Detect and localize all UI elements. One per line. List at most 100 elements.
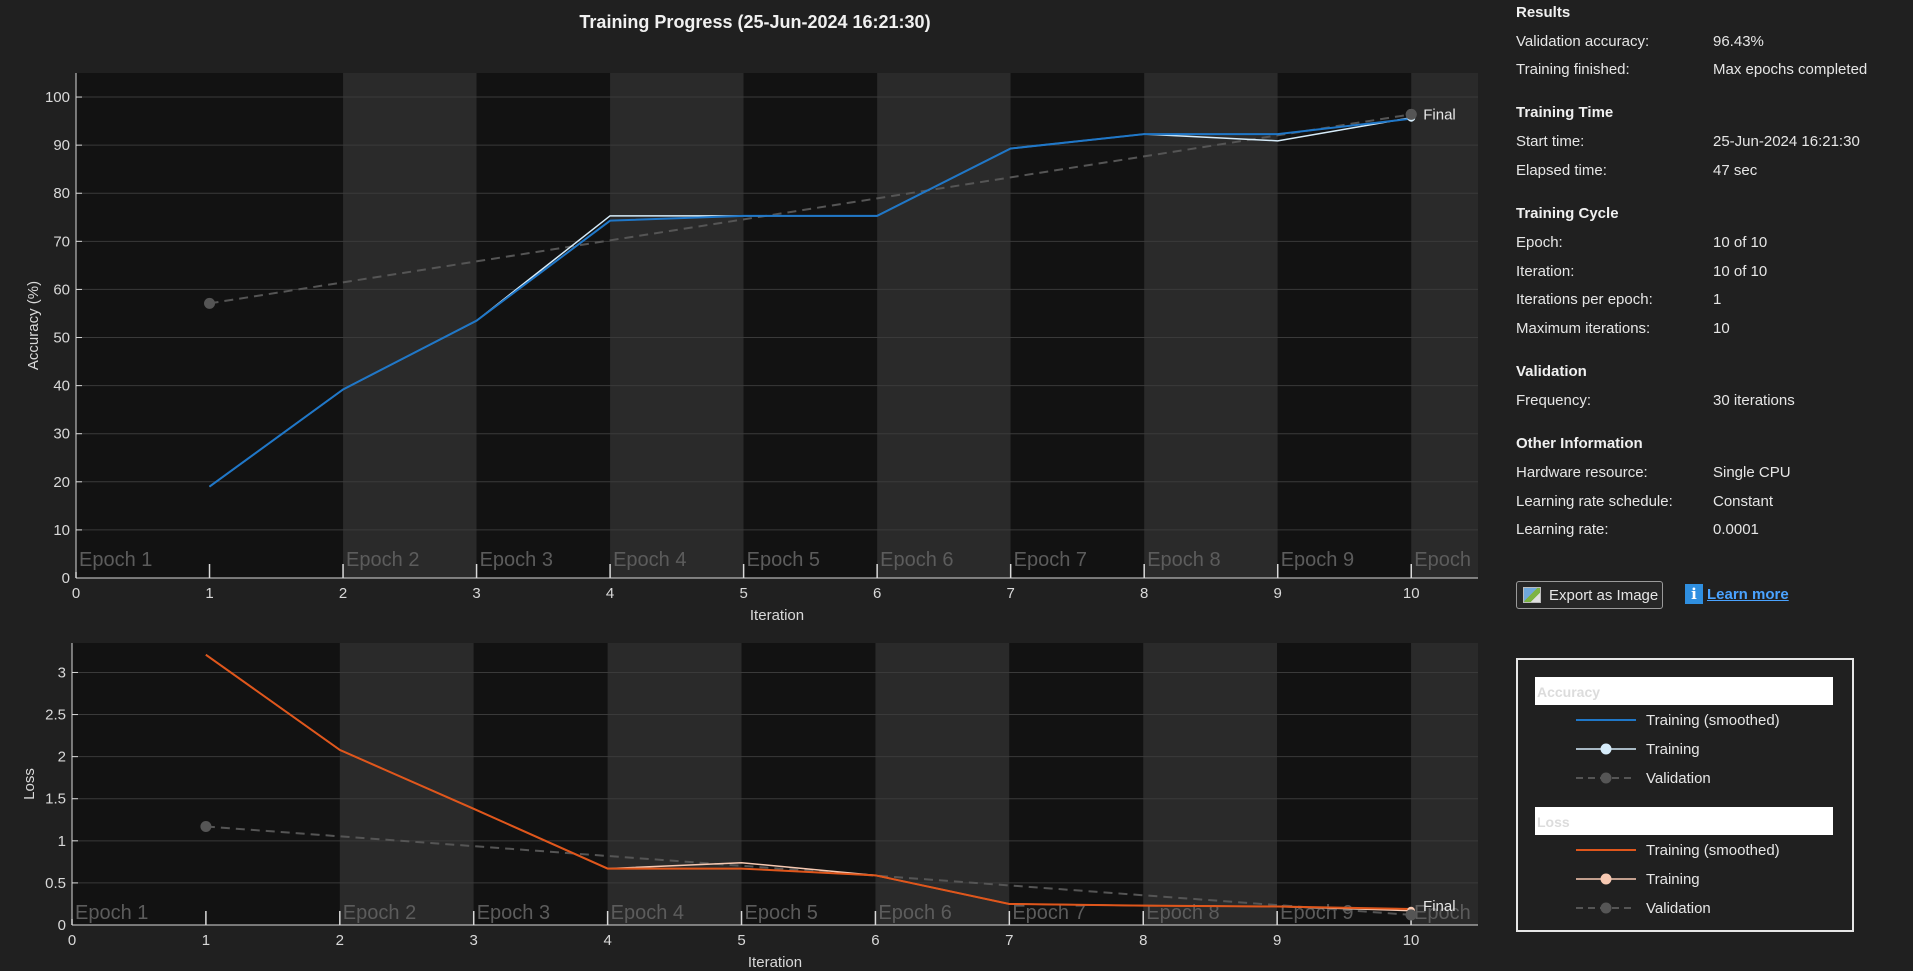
y-tick-label: 30 (53, 426, 70, 443)
legend-label: Training (smoothed) (1646, 711, 1780, 729)
learn-more-link[interactable]: i Learn more (1685, 584, 1789, 604)
x-tick-label: 3 (472, 585, 480, 602)
page-title: Training Progress (25-Jun-2024 16:21:30) (579, 12, 931, 32)
training-finished-label: Training finished: (1516, 61, 1630, 78)
legend-accuracy-training: Training (1574, 739, 1700, 759)
epoch-band (1143, 643, 1278, 925)
epoch-band (607, 643, 742, 925)
y-tick-label: 90 (53, 137, 70, 154)
epoch-label: Epoch 2 (343, 902, 416, 924)
y-axis-label: Loss (21, 768, 38, 800)
y-tick-label: 2.5 (45, 707, 66, 724)
epoch-label: Epoch: (1516, 234, 1563, 251)
x-tick-label: 3 (470, 932, 478, 949)
learning-rate-value: 0.0001 (1713, 521, 1759, 538)
iterations-per-epoch-value: 1 (1713, 291, 1722, 308)
x-tick-label: 0 (72, 585, 80, 602)
validation-title: Validation (1516, 363, 1587, 380)
epoch-band (741, 643, 876, 925)
x-tick-label: 6 (873, 585, 881, 602)
iteration-value: 10 of 10 (1713, 263, 1768, 280)
x-tick-label: 8 (1140, 585, 1148, 602)
start-time-value: 25-Jun-2024 16:21:30 (1713, 133, 1860, 150)
x-tick-label: 10 (1403, 585, 1420, 602)
x-tick-label: 4 (603, 932, 611, 949)
learning-rate-label: Learning rate: (1516, 521, 1609, 538)
loss-chart: 0 0.5 1 1.5 2 2.5 3 Epoch 1 Epoch 2 Epoch 3 Epoch … (21, 643, 1478, 971)
legend-line-acc-training (1576, 743, 1636, 755)
legend-label: Training (1646, 740, 1700, 758)
x-tick-label: 1 (205, 585, 213, 602)
start-time-label: Start time: (1516, 133, 1585, 150)
legend-line-acc-validation (1576, 772, 1636, 784)
epoch-band (743, 73, 878, 578)
maximum-iterations-label: Maximum iterations: (1516, 320, 1651, 337)
epoch-band (343, 73, 477, 578)
epoch-band (76, 73, 344, 578)
epoch-label: Epoch 3 (477, 902, 550, 924)
epoch-label: Epoch 2 (346, 549, 419, 571)
iteration-label: Iteration: (1516, 263, 1575, 280)
hardware-resource-value: Single CPU (1713, 464, 1791, 481)
x-tick-label: 9 (1274, 585, 1282, 602)
learn-more-label[interactable]: Learn more (1707, 585, 1789, 603)
validation-point (204, 297, 216, 309)
y-tick-label: 100 (45, 89, 70, 106)
epoch-label: Epoch 3 (480, 549, 553, 571)
x-tick-label: 6 (871, 932, 879, 949)
x-axis-label: Iteration (748, 954, 802, 971)
epoch-label: Epoch 1 (79, 549, 152, 571)
epoch-label: Epoch 7 (1012, 902, 1085, 924)
validation-accuracy-value: 96.43% (1713, 33, 1764, 50)
legend-label: Training (1646, 870, 1700, 888)
y-tick-label: 50 (53, 330, 70, 347)
info-panel: Results Validation accuracy: 96.43% Trai… (1516, 0, 1913, 971)
epoch-label: Epoch 6 (878, 902, 951, 924)
y-tick-label: 0 (62, 570, 70, 587)
epoch-label: Epoch 4 (613, 549, 686, 571)
epoch-band (339, 643, 474, 925)
frequency-label: Frequency: (1516, 392, 1592, 409)
legend-line-acc-smoothed (1576, 719, 1636, 721)
epoch-band (1144, 73, 1278, 578)
elapsed-time-value: 47 sec (1713, 162, 1758, 179)
y-tick-label: 70 (53, 233, 70, 250)
export-as-image-label: Export as Image (1549, 586, 1659, 604)
epoch-label: Epoch 1 (75, 902, 148, 924)
epoch-band (72, 643, 340, 925)
epoch-label: Epoch 8 (1146, 902, 1219, 924)
x-tick-label: 1 (202, 932, 210, 949)
maximum-iterations-value: 10 (1713, 320, 1730, 337)
training-smoothed-line (205, 653, 1412, 911)
y-tick-label: 10 (53, 522, 70, 539)
x-tick-label: 7 (1005, 932, 1013, 949)
elapsed-time-label: Elapsed time: (1516, 162, 1607, 179)
epoch-band (1009, 643, 1144, 925)
epoch-band (1277, 643, 1412, 925)
legend-accuracy-header: Accuracy (1535, 677, 1833, 705)
legend-line-loss-smoothed (1576, 849, 1636, 851)
final-label: Final (1423, 106, 1456, 123)
final-validation-point (1405, 909, 1417, 921)
legend-loss-header: Loss (1535, 807, 1833, 835)
epoch-label: Epoch 6 (880, 549, 953, 571)
epoch-label: Epoch 4 (611, 902, 684, 924)
training-finished-value: Max epochs completed (1713, 61, 1868, 78)
export-as-image-button[interactable]: Export as Image (1516, 581, 1663, 609)
legend-label: Training (smoothed) (1646, 841, 1780, 859)
x-tick-label: 2 (336, 932, 344, 949)
y-axis-label: Accuracy (%) (25, 281, 42, 370)
epoch-label: Epoch 5 (747, 549, 820, 571)
x-tick-label: 10 (1403, 932, 1420, 949)
y-tick-label: 0.5 (45, 875, 66, 892)
validation-accuracy-label: Validation accuracy: (1516, 33, 1650, 50)
x-tick-label: 7 (1006, 585, 1014, 602)
legend-panel: Accuracy Training (smoothed) Training Va… (1516, 658, 1854, 932)
frequency-value: 30 iterations (1713, 392, 1795, 409)
epoch-label: Epoch 9 (1281, 549, 1354, 571)
validation-point (200, 821, 212, 833)
legend-label: Validation (1646, 769, 1711, 787)
epoch-label: Epoch (1414, 902, 1471, 924)
y-tick-label: 1 (58, 833, 66, 850)
learning-rate-schedule-value: Constant (1713, 493, 1774, 510)
